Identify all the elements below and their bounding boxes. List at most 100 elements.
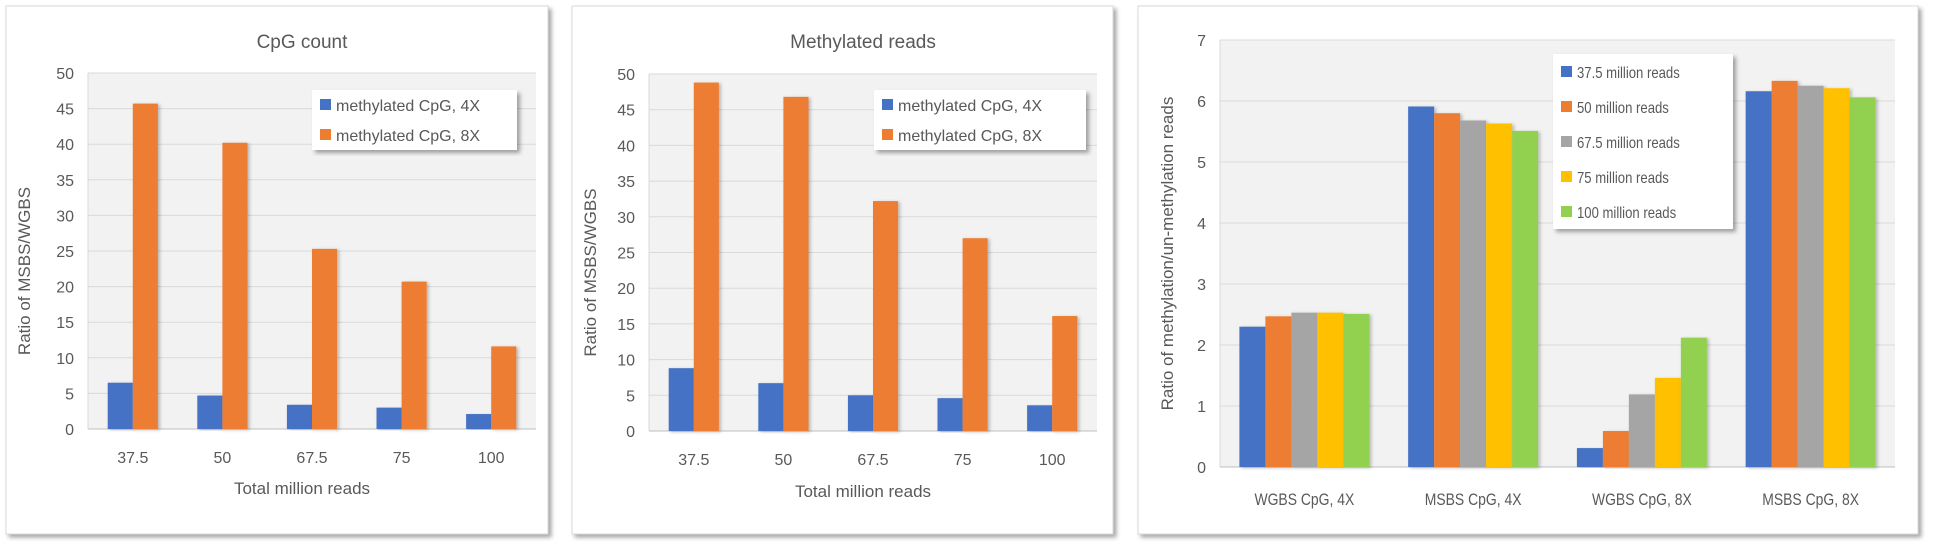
y-tick-label: 20 <box>56 280 74 297</box>
x-tick-label: WGBS CpG, 8X <box>1592 491 1692 510</box>
legend-swatch <box>1561 101 1572 112</box>
y-tick-label: 50 <box>56 66 74 83</box>
bar-methylated-cpg-8x-100 <box>491 346 517 429</box>
legend: methylated CpG, 4X methylated CpG, 8X <box>874 90 1086 150</box>
y-tick-label: 35 <box>56 173 74 190</box>
bar-methylated-cpg-4x-50 <box>758 383 784 431</box>
bar-methylated-cpg-8x-50 <box>222 142 248 429</box>
bar-methylated-cpg-8x-37-5 <box>132 103 158 429</box>
y-tick-label: 0 <box>65 422 74 439</box>
x-tick-label: 50 <box>775 452 793 469</box>
y-tick-label: 30 <box>617 210 635 227</box>
x-axis-title: Total million reads <box>795 482 931 501</box>
bar-67-5-million-reads-msbs-cpg-8x <box>1797 85 1824 467</box>
legend-label: methylated CpG, 4X <box>898 98 1042 115</box>
legend-item: 67.5 million reads <box>1561 135 1680 152</box>
bar-37-5-million-reads-msbs-cpg-4x <box>1408 106 1435 468</box>
legend-item: 37.5 million reads <box>1561 65 1680 82</box>
bar-methylated-cpg-8x-37-5 <box>693 82 719 432</box>
x-tick-label: 75 <box>954 452 972 469</box>
bar-100-million-reads-wgbs-cpg-8x <box>1680 337 1707 467</box>
y-tick-label: 1 <box>1197 399 1206 416</box>
bar-methylated-cpg-4x-75 <box>937 398 963 431</box>
bar-37-5-million-reads-msbs-cpg-8x <box>1745 91 1772 468</box>
bar-50-million-reads-wgbs-cpg-8x <box>1602 431 1629 467</box>
legend-label: 67.5 million reads <box>1577 135 1680 152</box>
x-tick-label: WGBS CpG, 4X <box>1254 491 1354 510</box>
bar-75-million-reads-wgbs-cpg-8x <box>1654 377 1681 467</box>
bar-methylated-cpg-8x-75 <box>401 281 427 429</box>
chart-panel-1: 0 5 10 15 20 25 30 35 40 45 50 37.5 50 67.5 75 100 CpG c… <box>5 5 549 535</box>
bar-67-5-million-reads-wgbs-cpg-8x <box>1628 394 1655 467</box>
x-tick-label: 37.5 <box>117 450 148 467</box>
bar-methylated-cpg-4x-37-5 <box>107 382 133 429</box>
legend-label: 50 million reads <box>1577 100 1669 117</box>
x-axis-title: Total million reads <box>234 479 370 498</box>
bar-methylated-cpg-4x-67-5 <box>286 404 312 429</box>
legend-item: 100 million reads <box>1561 205 1676 222</box>
y-tick-label: 15 <box>56 315 74 332</box>
y-axis-title: Ratio of MSBS/WGBS <box>15 187 34 355</box>
bar-75-million-reads-msbs-cpg-8x <box>1823 88 1850 467</box>
y-tick-label: 25 <box>56 244 74 261</box>
bar-methylated-cpg-8x-67-5 <box>312 248 338 429</box>
legend-swatch <box>1561 66 1572 77</box>
y-tick-label: 20 <box>617 281 635 298</box>
bar-100-million-reads-msbs-cpg-8x <box>1849 97 1876 467</box>
legend-label: 37.5 million reads <box>1577 65 1680 82</box>
x-tick-label: 75 <box>393 450 411 467</box>
bar-methylated-cpg-4x-37-5 <box>668 368 694 431</box>
bar-50-million-reads-msbs-cpg-8x <box>1771 80 1798 468</box>
legend-item: 75 million reads <box>1561 170 1669 187</box>
legend-item: methylated CpG, 4X <box>882 98 1042 115</box>
y-tick-label: 5 <box>65 386 74 403</box>
y-tick-label: 5 <box>626 388 635 405</box>
bar-75-million-reads-msbs-cpg-4x <box>1486 123 1513 467</box>
y-tick-label: 50 <box>617 67 635 84</box>
legend-box <box>1553 54 1733 229</box>
legend-label: methylated CpG, 4X <box>336 98 480 115</box>
legend-item: 50 million reads <box>1561 100 1669 117</box>
y-tick-label: 10 <box>56 351 74 368</box>
bar-methylated-cpg-8x-67-5 <box>873 201 899 431</box>
bar-methylated-cpg-4x-50 <box>197 395 223 429</box>
y-tick-label: 35 <box>617 174 635 191</box>
chart-panel-2: 0 5 10 15 20 25 30 35 40 45 50 37.5 50 67.5 75 100 Methy… <box>571 5 1114 535</box>
legend-swatch <box>1561 136 1572 147</box>
legend: 37.5 million reads 50 million reads 67.5 m… <box>1553 54 1733 229</box>
y-tick-label: 5 <box>1197 155 1206 172</box>
y-tick-label: 40 <box>56 137 74 154</box>
y-tick-label: 2 <box>1197 338 1206 355</box>
legend-item: methylated CpG, 4X <box>320 98 480 115</box>
bar-methylated-cpg-4x-100 <box>1027 405 1053 431</box>
legend-label: methylated CpG, 8X <box>336 128 480 145</box>
y-tick-label: 40 <box>617 138 635 155</box>
legend-label: 75 million reads <box>1577 170 1669 187</box>
y-tick-label: 0 <box>626 424 635 441</box>
y-tick-label: 10 <box>617 353 635 370</box>
legend-swatch <box>1561 206 1572 217</box>
legend-swatch <box>882 129 893 140</box>
y-tick-label: 15 <box>617 317 635 334</box>
legend-swatch <box>320 99 331 110</box>
y-tick-label: 45 <box>617 103 635 120</box>
x-tick-label: 67.5 <box>857 452 888 469</box>
bar-37-5-million-reads-wgbs-cpg-4x <box>1239 326 1266 467</box>
bar-50-million-reads-msbs-cpg-4x <box>1434 113 1461 467</box>
bar-methylated-cpg-4x-75 <box>376 407 402 429</box>
y-tick-label: 0 <box>1197 460 1206 477</box>
legend-item: methylated CpG, 8X <box>320 128 480 145</box>
y-tick-label: 3 <box>1197 277 1206 294</box>
x-tick-label: MSBS CpG, 8X <box>1762 491 1859 510</box>
chart-panel-3: 0 1 2 3 4 5 6 7 WGBS CpG, 4X MSBS CpG, 4X WGBS CpG… <box>1137 5 1919 535</box>
bar-100-million-reads-wgbs-cpg-4x <box>1343 313 1370 467</box>
bar-100-million-reads-msbs-cpg-4x <box>1512 130 1539 467</box>
legend: methylated CpG, 4X methylated CpG, 8X <box>312 90 517 150</box>
legend-label: 100 million reads <box>1577 205 1676 222</box>
bar-50-million-reads-wgbs-cpg-4x <box>1265 316 1292 467</box>
chart-title: Methylated reads <box>790 32 936 53</box>
y-tick-label: 25 <box>617 246 635 263</box>
y-axis-title: Ratio of MSBS/WGBS <box>581 188 600 356</box>
y-tick-label: 6 <box>1197 94 1206 111</box>
